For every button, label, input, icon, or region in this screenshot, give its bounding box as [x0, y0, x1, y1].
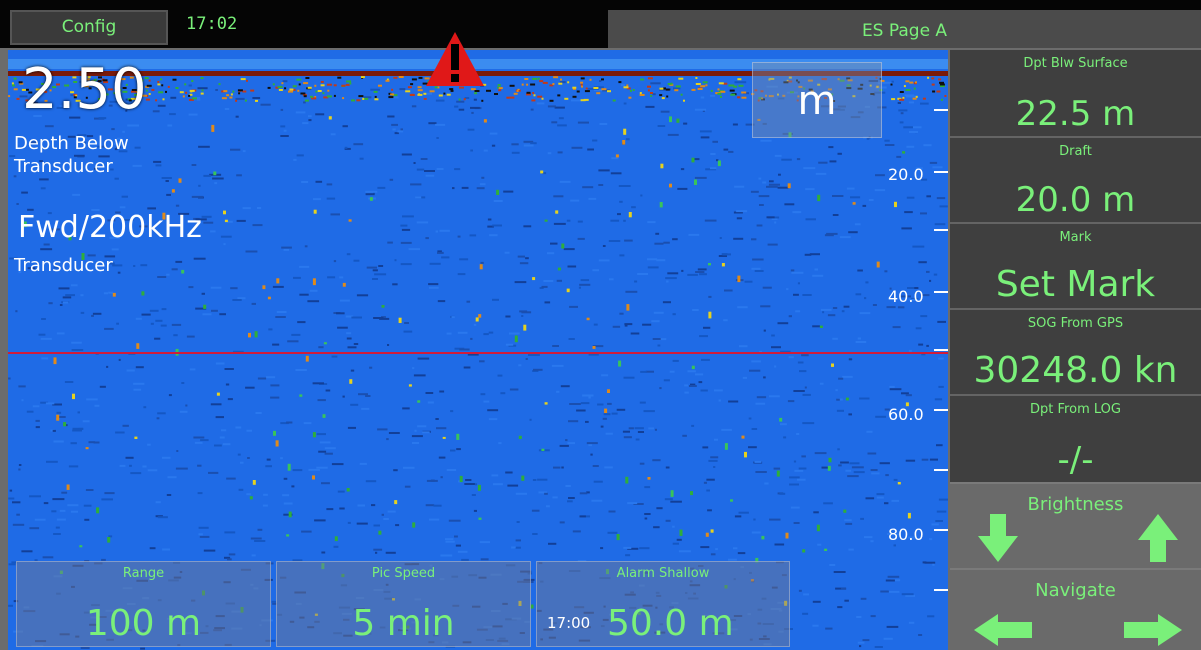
depth-tick-label: 40.0 — [888, 287, 924, 306]
alarm-shallow-title: Alarm Shallow — [616, 566, 710, 581]
arrow-left-icon[interactable] — [974, 614, 1032, 646]
draft-cell[interactable]: Draft 20.0 m — [950, 138, 1201, 224]
alarm-shallow-box[interactable]: Alarm Shallow 17:00 50.0 m — [536, 561, 790, 647]
cell-value: 20.0 m — [1015, 180, 1136, 220]
alarm-shallow-value: 50.0 m — [607, 603, 734, 644]
cell-value: -/- — [1057, 440, 1094, 480]
top-bar: Config 17:02 ES Page A — [0, 0, 1201, 48]
range-title: Range — [122, 566, 165, 581]
navigate-control: Navigate — [950, 568, 1201, 650]
echogram[interactable]: 2.50 Depth Below Transducer Fwd/200kHz T… — [8, 50, 948, 650]
cell-title: Dpt Blw Surface — [1023, 56, 1128, 71]
brightness-label: Brightness — [1027, 494, 1124, 515]
pic-speed-value: 5 min — [352, 603, 455, 644]
warning-triangle-icon[interactable] — [424, 30, 486, 88]
cell-value: 30248.0 kn — [973, 350, 1178, 391]
frequency-value: Fwd/200kHz — [18, 210, 202, 245]
mark-cell[interactable]: Mark Set Mark — [950, 224, 1201, 310]
set-mark-button[interactable]: Set Mark — [995, 264, 1156, 305]
pic-speed-title: Pic Speed — [371, 566, 436, 581]
arrow-right-icon[interactable] — [1124, 614, 1182, 646]
sog-cell: SOG From GPS 30248.0 kn — [950, 310, 1201, 396]
range-box[interactable]: Range 100 m — [16, 561, 271, 647]
depth-label-line-2: Transducer — [14, 156, 113, 177]
cell-title: Mark — [1059, 230, 1092, 245]
range-value: 100 m — [85, 603, 202, 644]
depth-value: 2.50 — [22, 57, 147, 122]
pic-speed-box[interactable]: Pic Speed 5 min — [276, 561, 531, 647]
depth-from-log-cell: Dpt From LOG -/- — [950, 396, 1201, 482]
depth-tick-label: 60.0 — [888, 405, 924, 424]
depth-below-surface-cell: Dpt Blw Surface 22.5 m — [950, 50, 1201, 138]
cell-value: 22.5 m — [1015, 94, 1136, 134]
page-title[interactable]: ES Page A — [608, 10, 1201, 48]
brightness-control: Brightness — [950, 482, 1201, 568]
depth-tick-label: 80.0 — [888, 525, 924, 544]
frequency-label: Transducer — [14, 255, 113, 276]
cell-title: Dpt From LOG — [1030, 402, 1121, 417]
clock: 17:02 — [186, 14, 238, 34]
arrow-up-icon[interactable] — [1138, 514, 1178, 562]
depth-label: Depth Below Transducer — [14, 132, 129, 178]
config-button[interactable]: Config — [10, 10, 168, 45]
depth-label-line-1: Depth Below — [14, 133, 129, 154]
cell-title: SOG From GPS — [1027, 316, 1124, 331]
depth-tick-label: 20.0 — [888, 165, 924, 184]
time-marker: 17:00 — [547, 614, 591, 632]
cell-title: Draft — [1059, 144, 1092, 159]
navigate-label: Navigate — [1035, 580, 1116, 601]
echogram-canvas — [8, 50, 948, 650]
unit-button[interactable]: m — [752, 62, 882, 138]
data-panel: Dpt Blw Surface 22.5 m Draft 20.0 m Mark… — [950, 50, 1201, 650]
arrow-down-icon[interactable] — [978, 514, 1018, 562]
